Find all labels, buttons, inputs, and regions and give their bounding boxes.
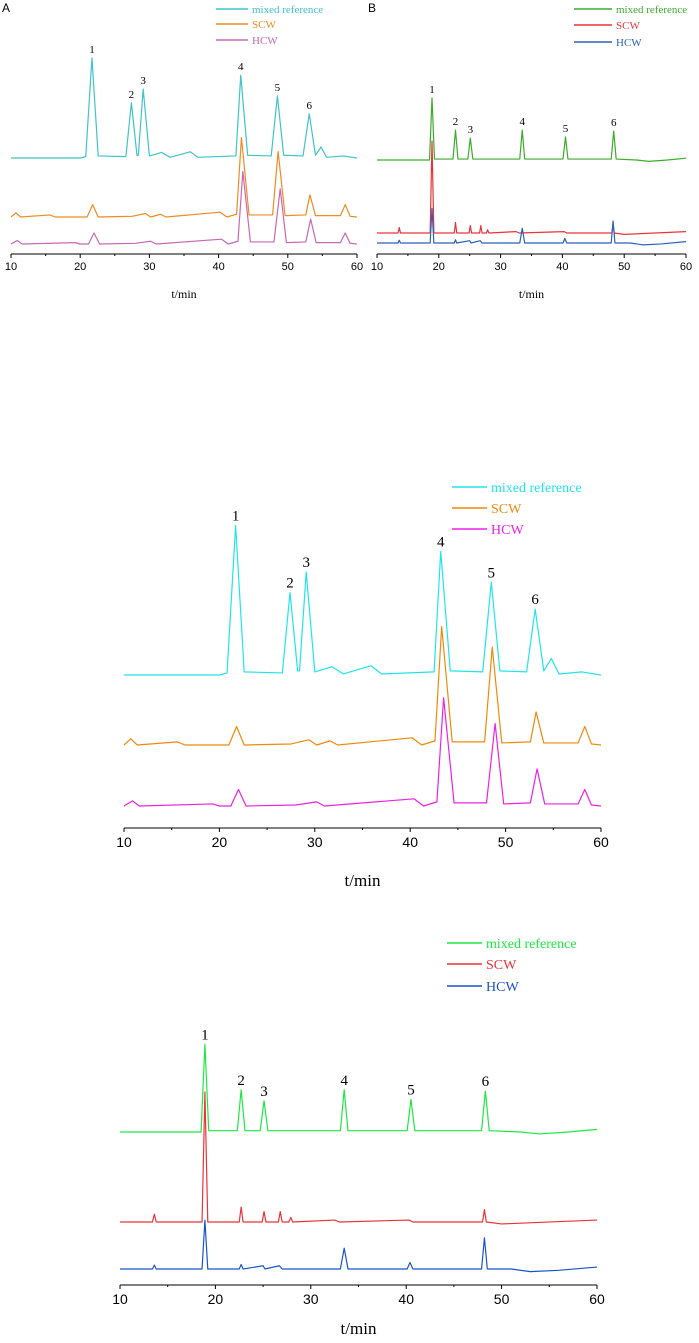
legend-label: HCW: [486, 980, 519, 995]
peak-label: 4: [238, 61, 244, 73]
x-tick-label: 30: [303, 1291, 319, 1307]
peak-label: 3: [468, 124, 474, 136]
panel-letter: B: [368, 1, 376, 15]
panel-letter: A: [2, 1, 10, 15]
x-tick-label: 50: [282, 261, 294, 273]
x-tick-label: 60: [680, 261, 692, 273]
x-tick-label: 20: [433, 261, 445, 273]
peak-label: 5: [563, 123, 569, 135]
peak-label: 5: [275, 82, 281, 94]
legend-label: HCW: [616, 37, 642, 49]
x-axis-label: t/min: [341, 1319, 377, 1338]
x-tick-label: 50: [618, 261, 630, 273]
legend-label: HCW: [491, 523, 524, 538]
series-line-1: [11, 57, 358, 159]
x-tick-label: 10: [116, 834, 132, 850]
x-tick-label: 30: [307, 834, 323, 850]
series-line-3: [10, 170, 358, 245]
peak-label: 1: [201, 1027, 209, 1043]
series-line-3: [120, 1219, 598, 1273]
x-tick-label: 10: [371, 261, 383, 273]
peak-label: 1: [429, 84, 435, 96]
x-tick-label: 40: [398, 1291, 414, 1307]
x-tick-label: 10: [5, 261, 17, 273]
series-line-3: [377, 207, 687, 246]
peak-label: 4: [340, 1073, 348, 1089]
peak-label: 2: [129, 89, 135, 101]
peak-label: 2: [237, 1073, 245, 1089]
x-tick-label: 30: [143, 261, 155, 273]
series-line-3: [123, 697, 602, 807]
x-tick-label: 40: [402, 834, 418, 850]
peak-label: 3: [140, 75, 146, 87]
peak-label: 5: [407, 1083, 415, 1099]
legend-label: SCW: [616, 20, 640, 32]
peak-label: 1: [232, 509, 240, 525]
x-tick-label: 20: [74, 261, 86, 273]
series-line-1: [377, 97, 687, 162]
legend-label: SCW: [252, 19, 276, 31]
legend-label: mixed reference: [491, 481, 582, 496]
x-tick-label: 60: [351, 261, 363, 273]
x-tick-label: 10: [112, 1291, 128, 1307]
series-line-1: [120, 1043, 598, 1135]
peak-label: 2: [453, 116, 459, 128]
x-axis-label: t/min: [345, 871, 381, 890]
peak-label: 6: [531, 592, 539, 608]
legend-label: SCW: [491, 502, 522, 517]
x-tick-label: 50: [498, 834, 514, 850]
legend-label: mixed reference: [486, 937, 577, 952]
peak-label: 5: [488, 565, 496, 581]
x-tick-label: 40: [212, 261, 224, 273]
peak-label: 3: [260, 1084, 268, 1100]
peak-label: 1: [89, 44, 95, 56]
legend-label: mixed reference: [616, 4, 687, 16]
x-tick-label: 30: [494, 261, 506, 273]
x-axis-label: t/min: [171, 287, 196, 301]
series-line-1: [124, 525, 602, 676]
series-line-2: [10, 137, 358, 218]
peak-label: 4: [519, 116, 525, 128]
peak-label: 6: [482, 1074, 490, 1090]
series-line-2: [377, 140, 687, 235]
peak-label: 6: [307, 100, 313, 112]
series-line-2: [123, 625, 602, 746]
x-tick-label: 20: [208, 1291, 224, 1307]
x-tick-label: 20: [212, 834, 228, 850]
peak-label: 6: [611, 117, 617, 129]
x-tick-label: 50: [494, 1291, 510, 1307]
x-axis-label: t/min: [519, 287, 544, 301]
legend-label: mixed reference: [252, 4, 323, 16]
x-tick-label: 60: [589, 1291, 605, 1307]
series-line-2: [120, 1091, 598, 1225]
x-tick-label: 60: [593, 834, 609, 850]
x-tick-label: 40: [556, 261, 568, 273]
peak-label: 2: [286, 576, 294, 592]
peak-label: 4: [437, 534, 445, 550]
legend-label: SCW: [486, 958, 517, 973]
peak-label: 3: [302, 555, 310, 571]
legend-label: HCW: [252, 35, 278, 47]
